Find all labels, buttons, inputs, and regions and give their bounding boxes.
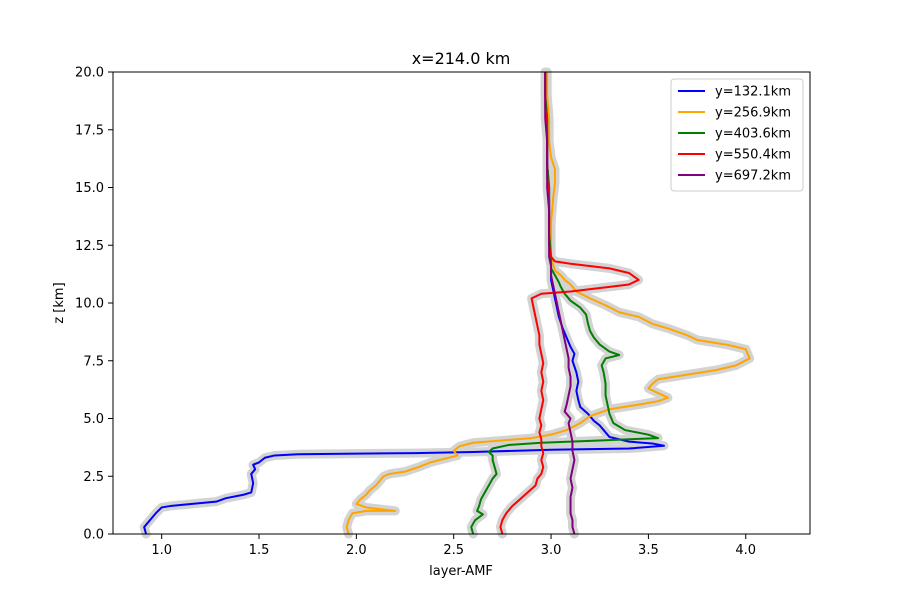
x-tick-label: 1.0 (151, 543, 172, 558)
y-tick-label: 20.0 (75, 66, 104, 81)
series-line (544, 72, 576, 535)
series-line (345, 72, 751, 535)
x-tick-label: 4.0 (735, 543, 756, 558)
legend-entry-label: y=550.4km (715, 148, 791, 163)
y-axis-label: z [km] (52, 282, 67, 323)
y-tick-label: 0.0 (83, 528, 104, 543)
legend-entry-label: y=403.6km (715, 127, 791, 142)
x-tick-label: 3.0 (541, 543, 562, 558)
y-axis: 0.0 2.5 5.0 7.5 10.0 12.5 15.0 17.5 20.0 (75, 66, 113, 543)
uncertainty-band (139, 67, 669, 539)
y-tick-label: 10.0 (75, 297, 104, 312)
y-tick-label: 12.5 (75, 239, 104, 254)
y-tick-label: 2.5 (83, 470, 104, 485)
legend-entry-label: y=256.9km (715, 106, 791, 121)
series-line (470, 72, 660, 535)
uncertainty-bands (139, 67, 755, 539)
legend-box (670, 78, 804, 192)
series-line (143, 72, 665, 535)
x-tick-label: 2.0 (346, 543, 367, 558)
legend-entry-label: y=132.1km (715, 85, 791, 100)
uncertainty-band (466, 67, 663, 539)
y-tick-label: 5.0 (83, 412, 104, 427)
x-axis: 1.0 1.5 2.0 2.5 3.0 3.5 4.0 (151, 534, 756, 558)
chart-title: x=214.0 km (412, 49, 511, 68)
legend: y=132.1km y=256.9km y=403.6km y=550.4km y=69… (670, 78, 804, 192)
y-tick-label: 15.0 (75, 181, 104, 196)
x-tick-label: 3.5 (638, 543, 659, 558)
x-tick-label: 2.5 (443, 543, 464, 558)
x-tick-label: 1.5 (249, 543, 270, 558)
y-tick-label: 7.5 (83, 354, 104, 369)
series-lines (143, 72, 751, 535)
y-tick-label: 17.5 (75, 123, 104, 138)
x-axis-label: layer-AMF (429, 564, 493, 579)
legend-entry-label: y=697.2km (715, 169, 791, 184)
